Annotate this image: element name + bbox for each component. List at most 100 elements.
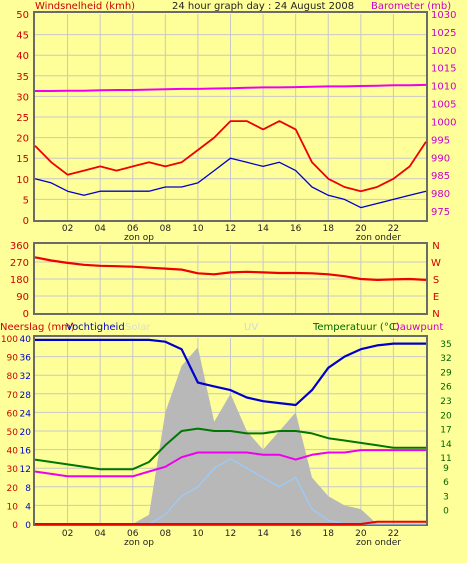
- barometer-ytick-1030: 1030: [431, 10, 456, 21]
- direction-ytick-90: 90: [16, 292, 29, 303]
- wind-ytick-10: 10: [16, 175, 29, 186]
- hour-label-1-08: 08: [160, 224, 172, 234]
- barometer-axis-label: Barometer (mb): [371, 1, 451, 12]
- humidity-axis-label: Vochtigheid: [66, 322, 125, 333]
- wind-axis-label: Windsnelheid (kmh): [35, 1, 135, 12]
- wind-ytick-20: 20: [16, 134, 29, 145]
- barometer-ytick-1020: 1020: [431, 46, 456, 57]
- hour-label-3-22: 22: [388, 529, 399, 539]
- humidity-ytick-32: 32: [20, 372, 31, 382]
- wind-ytick-35: 35: [16, 72, 29, 83]
- direction-letter-3: E: [433, 292, 439, 303]
- temp-ytick-20: 20: [440, 411, 452, 421]
- sunrise-label-1: zon op: [124, 233, 154, 243]
- rain-ytick-20: 20: [7, 484, 19, 494]
- humidity-ytick-12: 12: [20, 465, 31, 475]
- humidity-line: [35, 338, 426, 407]
- wind-gust-line: [34, 120, 427, 193]
- hour-label-1-12: 12: [225, 224, 236, 234]
- barometer-ytick-985: 985: [431, 171, 450, 182]
- hour-label-1-20: 20: [355, 224, 367, 234]
- humidity-ytick-16: 16: [20, 447, 32, 457]
- wind-direction-line: [34, 256, 427, 281]
- rain-ytick-10: 10: [7, 502, 19, 512]
- humidity-ytick-40: 40: [20, 335, 32, 345]
- dewpoint-axis-label: Dauwpunt: [392, 322, 443, 333]
- hour-label-3-12: 12: [225, 529, 236, 539]
- hour-label-1-10: 10: [192, 224, 204, 234]
- wind-ytick-50: 50: [16, 10, 29, 21]
- wind-average-line: [34, 157, 427, 209]
- hour-label-1-02: 02: [62, 224, 73, 234]
- temp-ytick-17: 17: [440, 426, 451, 436]
- hour-label-1-04: 04: [94, 224, 106, 234]
- sunrise-label-3: zon op: [124, 538, 154, 548]
- wind-ytick-45: 45: [16, 31, 29, 42]
- chart-title: 24 hour graph day : 24 August 2008: [172, 1, 354, 12]
- rain-ytick-60: 60: [7, 409, 19, 419]
- direction-letter-1: W: [431, 258, 441, 269]
- humidity-ytick-0: 0: [25, 521, 31, 531]
- rain-ytick-0: 0: [12, 521, 18, 531]
- temp-ytick-29: 29: [440, 368, 452, 378]
- hour-label-3-02: 02: [62, 529, 73, 539]
- temp-ytick-11: 11: [440, 454, 451, 464]
- temp-ytick-3: 3: [443, 492, 449, 502]
- rain-ytick-50: 50: [7, 428, 19, 438]
- hour-label-1-16: 16: [290, 224, 302, 234]
- wind-ytick-30: 30: [16, 92, 29, 103]
- humidity-ytick-8: 8: [25, 484, 31, 494]
- rain-ytick-30: 30: [7, 465, 19, 475]
- barometer-ytick-975: 975: [431, 207, 450, 218]
- hour-label-3-08: 08: [160, 529, 172, 539]
- barometer-ytick-1025: 1025: [431, 28, 456, 39]
- direction-letter-0: N: [432, 241, 439, 252]
- temp-ytick-23: 23: [440, 397, 451, 407]
- hour-label-3-06: 06: [127, 529, 139, 539]
- hour-label-1-06: 06: [127, 224, 139, 234]
- barometer-line: [35, 83, 427, 92]
- wind-ytick-25: 25: [16, 113, 29, 124]
- direction-letter-4: N: [432, 309, 439, 320]
- temperature-line: [34, 427, 426, 471]
- hour-label-3-14: 14: [257, 529, 269, 539]
- direction-ytick-360: 360: [10, 241, 29, 252]
- uv-axis-label: UV: [244, 322, 258, 333]
- humidity-ytick-24: 24: [20, 409, 32, 419]
- rain-line: [35, 520, 426, 525]
- barometer-ytick-1015: 1015: [431, 64, 456, 75]
- rain-ytick-70: 70: [7, 391, 19, 401]
- hour-label-3-16: 16: [290, 529, 302, 539]
- temp-ytick-14: 14: [440, 440, 452, 450]
- barometer-ytick-980: 980: [431, 189, 450, 200]
- rain-ytick-100: 100: [1, 335, 18, 345]
- temp-ytick-6: 6: [443, 478, 449, 488]
- temp-ytick-0: 0: [443, 507, 449, 517]
- barometer-ytick-1000: 1000: [431, 117, 456, 128]
- temp-ytick-9: 9: [443, 464, 449, 474]
- temp-ytick-35: 35: [440, 340, 451, 350]
- barometer-ytick-1010: 1010: [431, 82, 456, 93]
- direction-ytick-0: 0: [23, 309, 29, 320]
- hour-label-3-20: 20: [355, 529, 367, 539]
- temp-ytick-26: 26: [440, 383, 452, 393]
- hour-label-1-18: 18: [323, 224, 335, 234]
- sunset-label-3: zon onder: [356, 538, 401, 548]
- solar-area: [35, 347, 426, 524]
- hour-label-3-18: 18: [323, 529, 335, 539]
- solar-axis-label: Solar: [125, 322, 151, 333]
- dewpoint-line: [34, 449, 426, 478]
- barometer-ytick-1005: 1005: [431, 100, 456, 111]
- rain-ytick-90: 90: [7, 354, 19, 364]
- rain-ytick-80: 80: [7, 372, 19, 382]
- rain-axis-label: Neerslag (mm): [0, 322, 75, 333]
- humidity-ytick-20: 20: [20, 428, 32, 438]
- wind-ytick-40: 40: [16, 51, 29, 62]
- direction-letter-2: S: [433, 275, 439, 286]
- direction-ytick-270: 270: [10, 258, 29, 269]
- humidity-ytick-36: 36: [20, 354, 32, 364]
- direction-ytick-180: 180: [10, 275, 29, 286]
- wind-ytick-0: 0: [23, 216, 29, 227]
